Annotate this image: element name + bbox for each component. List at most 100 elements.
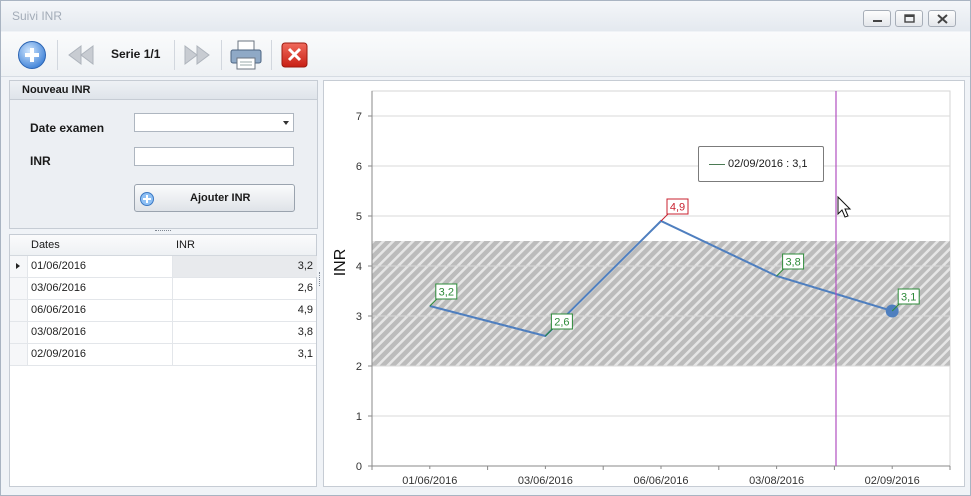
data-label-box: [897, 288, 920, 305]
toolbar-separator: [57, 40, 58, 70]
title-bar: Suivi INR: [1, 1, 970, 31]
y-tick-label: 7: [356, 111, 362, 123]
y-tick-label: 2: [356, 361, 362, 373]
data-label-connector: [776, 268, 784, 277]
restore-icon: [904, 14, 915, 23]
toolbar-separator: [221, 40, 222, 70]
row-indicator[interactable]: [10, 300, 28, 321]
inr-input[interactable]: [134, 147, 294, 166]
table-row[interactable]: 06/06/2016 4,9: [10, 300, 316, 322]
horizontal-splitter[interactable]: [155, 230, 171, 233]
data-label: 3,1: [901, 292, 916, 304]
date-exam-dropdown[interactable]: [134, 113, 294, 132]
cell-inr-container[interactable]: 4,9: [172, 300, 317, 321]
add-inr-button[interactable]: Ajouter INR: [134, 184, 295, 212]
y-tick-label: 3: [356, 311, 362, 323]
close-icon: [937, 14, 948, 24]
data-label-box: [435, 283, 458, 300]
previous-series-button[interactable]: [67, 44, 95, 66]
cell-inr-container[interactable]: 3,2: [172, 256, 317, 277]
cell-inr[interactable]: 3,1: [297, 348, 313, 360]
row-indicator[interactable]: [10, 256, 28, 277]
left-panel: Nouveau INR Date examen INR Ajouter INR …: [9, 80, 318, 487]
data-label-box: [782, 253, 805, 270]
tooltip-swatch: [709, 164, 725, 165]
row-indicator[interactable]: [10, 322, 28, 343]
cell-date[interactable]: 03/08/2016: [31, 326, 87, 338]
window-title: Suivi INR: [12, 9, 63, 23]
add-inr-label: Ajouter INR: [190, 192, 251, 204]
cell-inr[interactable]: 3,2: [297, 260, 313, 272]
data-label-box: [550, 313, 573, 330]
column-header-inr[interactable]: INR: [176, 239, 195, 251]
new-inr-group: Nouveau INR Date examen INR Ajouter INR: [9, 80, 318, 229]
close-window-button[interactable]: [928, 10, 956, 27]
cell-date[interactable]: 03/06/2016: [31, 282, 87, 294]
cell-inr-container[interactable]: 2,6: [172, 278, 317, 299]
group-title: Nouveau INR: [10, 81, 317, 100]
cell-date[interactable]: 01/06/2016: [31, 260, 87, 272]
table-row[interactable]: 03/06/2016 2,6: [10, 278, 316, 300]
target-range-band: [372, 241, 950, 366]
data-label: 4,9: [670, 202, 685, 214]
x-tick-label: 06/06/2016: [633, 475, 688, 486]
minimize-button[interactable]: [863, 10, 891, 27]
x-tick-label: 03/06/2016: [518, 475, 573, 486]
cell-inr[interactable]: 2,6: [297, 282, 313, 294]
x-tick-label: 02/09/2016: [865, 475, 920, 486]
data-label: 3,8: [785, 257, 800, 269]
current-row-icon: [16, 263, 20, 269]
toolbar-separator: [174, 40, 175, 70]
series-indicator: Serie 1/1: [111, 47, 161, 61]
next-series-button[interactable]: [183, 44, 211, 66]
date-label: Date examen: [30, 121, 105, 135]
y-tick-label: 6: [356, 161, 362, 173]
x-tick-label: 01/06/2016: [402, 475, 457, 486]
y-axis-title: INR: [332, 249, 349, 277]
x-tick-label: 03/08/2016: [749, 475, 804, 486]
table-header: Dates INR: [10, 235, 316, 256]
toolbar: Serie 1/1: [1, 32, 970, 77]
vertical-splitter[interactable]: [319, 272, 322, 286]
data-label: 2,6: [554, 317, 569, 329]
data-label-box: [666, 198, 689, 215]
cell-date[interactable]: 06/06/2016: [31, 304, 87, 316]
restore-button[interactable]: [895, 10, 923, 27]
cell-inr[interactable]: 3,8: [297, 326, 313, 338]
add-series-button[interactable]: [17, 40, 47, 70]
print-button[interactable]: [229, 39, 263, 71]
mouse-pointer-icon: [837, 195, 852, 218]
inr-table: Dates INR 01/06/2016 3,2 03/06/2016 2,6 06/0…: [9, 234, 317, 487]
chart-tooltip: 02/09/2016 : 3,1: [698, 146, 824, 182]
data-label-connector: [891, 303, 900, 312]
chart-canvas: 0 1 2 3 4 5 6 7 INR 01/06/2016 03/06/2016 06/06/201…: [332, 90, 951, 486]
column-header-dates[interactable]: Dates: [31, 239, 60, 251]
data-label-connector: [429, 298, 438, 307]
cell-inr-container[interactable]: 3,1: [172, 344, 317, 365]
minimize-icon: [873, 20, 882, 22]
toolbar-separator: [271, 40, 272, 70]
cell-inr-container[interactable]: 3,8: [172, 322, 317, 343]
table-body: 01/06/2016 3,2 03/06/2016 2,6 06/06/2016 4,9 0…: [10, 256, 317, 366]
row-indicator[interactable]: [10, 344, 28, 365]
add-icon: [140, 192, 154, 206]
cell-date[interactable]: 02/09/2016: [31, 348, 87, 360]
tooltip-text: 02/09/2016 : 3,1: [728, 158, 808, 170]
inr-label: INR: [30, 154, 51, 168]
table-row[interactable]: 01/06/2016 3,2: [10, 256, 317, 278]
cell-inr[interactable]: 4,9: [297, 304, 313, 316]
inr-chart: 0 1 2 3 4 5 6 7 INR 01/06/2016 03/06/2016 06/06/201…: [323, 80, 965, 487]
table-row[interactable]: 02/09/2016 3,1: [10, 344, 316, 366]
row-indicator[interactable]: [10, 278, 28, 299]
data-label: 3,2: [439, 287, 454, 299]
data-label-connector: [660, 213, 669, 222]
data-label-connector: [545, 328, 553, 337]
y-tick-label: 5: [356, 211, 362, 223]
chevron-down-icon[interactable]: [283, 121, 289, 125]
y-tick-label: 0: [356, 461, 362, 473]
close-series-button[interactable]: [281, 42, 308, 68]
y-tick-label: 1: [356, 411, 362, 423]
y-tick-label: 4: [356, 261, 362, 273]
table-row[interactable]: 03/08/2016 3,8: [10, 322, 316, 344]
